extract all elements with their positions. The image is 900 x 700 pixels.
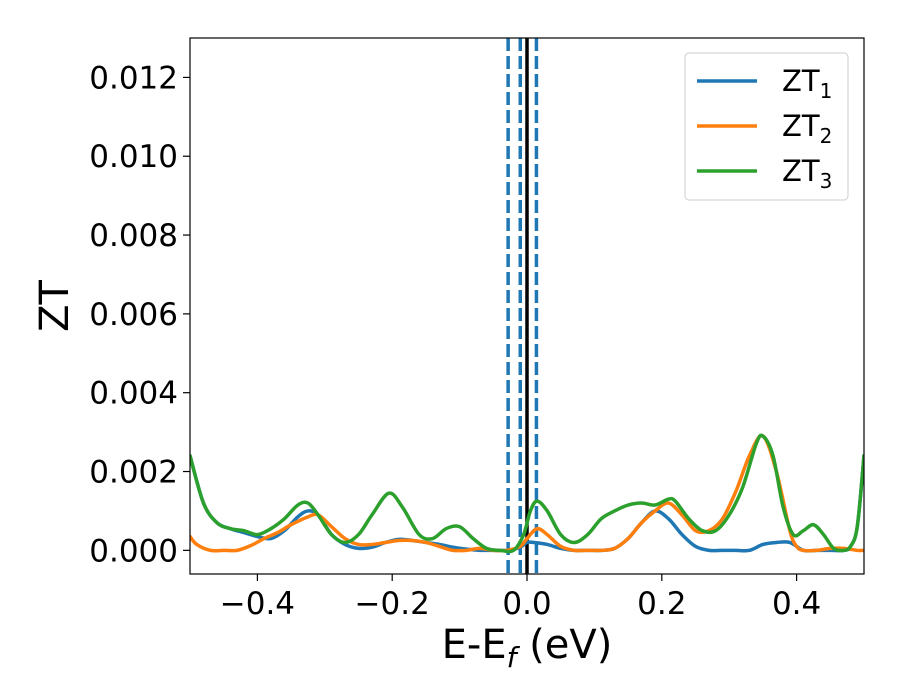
y-tick-label: 0.012 <box>89 60 178 96</box>
legend-box <box>684 52 849 201</box>
legend-label-subscript: 1 <box>820 79 833 103</box>
legend-label-zt3: ZT3 <box>782 154 832 193</box>
reference-lines <box>506 38 539 574</box>
x-tick-label: 0.0 <box>502 586 551 622</box>
y-axis-title: ZT <box>32 280 78 332</box>
x-axis-title-main: E-E <box>442 622 507 668</box>
legend-label-subscript: 3 <box>820 169 833 193</box>
x-tick-label: −0.2 <box>355 586 430 622</box>
x-tick-label: 0.2 <box>637 586 686 622</box>
legend-label-main: ZT <box>782 64 820 98</box>
legend-label-main: ZT <box>782 109 820 143</box>
y-tick-label: 0.006 <box>89 297 178 333</box>
y-tick-label: 0.008 <box>89 218 178 254</box>
legend-label-main: ZT <box>782 154 820 188</box>
y-axis-ticks: 0.000 0.002 0.004 0.006 0.008 0.010 0.012 <box>89 60 190 569</box>
legend-label-zt2: ZT2 <box>782 109 832 148</box>
y-tick-label: 0.004 <box>89 376 178 412</box>
series-line-zt1 <box>190 454 864 553</box>
legend-label-subscript: 2 <box>820 124 833 148</box>
x-tick-label: 0.4 <box>772 586 821 622</box>
x-axis-ticks: −0.4 −0.2 0.0 0.2 0.4 <box>220 574 821 622</box>
x-axis-title: E-Ef (eV) <box>442 622 613 674</box>
legend-label-zt1: ZT1 <box>782 64 832 103</box>
series-lines <box>190 433 864 554</box>
y-tick-label: 0.010 <box>89 139 178 175</box>
series-line-zt3 <box>190 433 864 554</box>
y-tick-label: 0.002 <box>89 455 178 491</box>
x-tick-label: −0.4 <box>220 586 295 622</box>
x-axis-title-tail: (eV) <box>516 622 612 668</box>
y-tick-label: 0.000 <box>89 533 178 569</box>
